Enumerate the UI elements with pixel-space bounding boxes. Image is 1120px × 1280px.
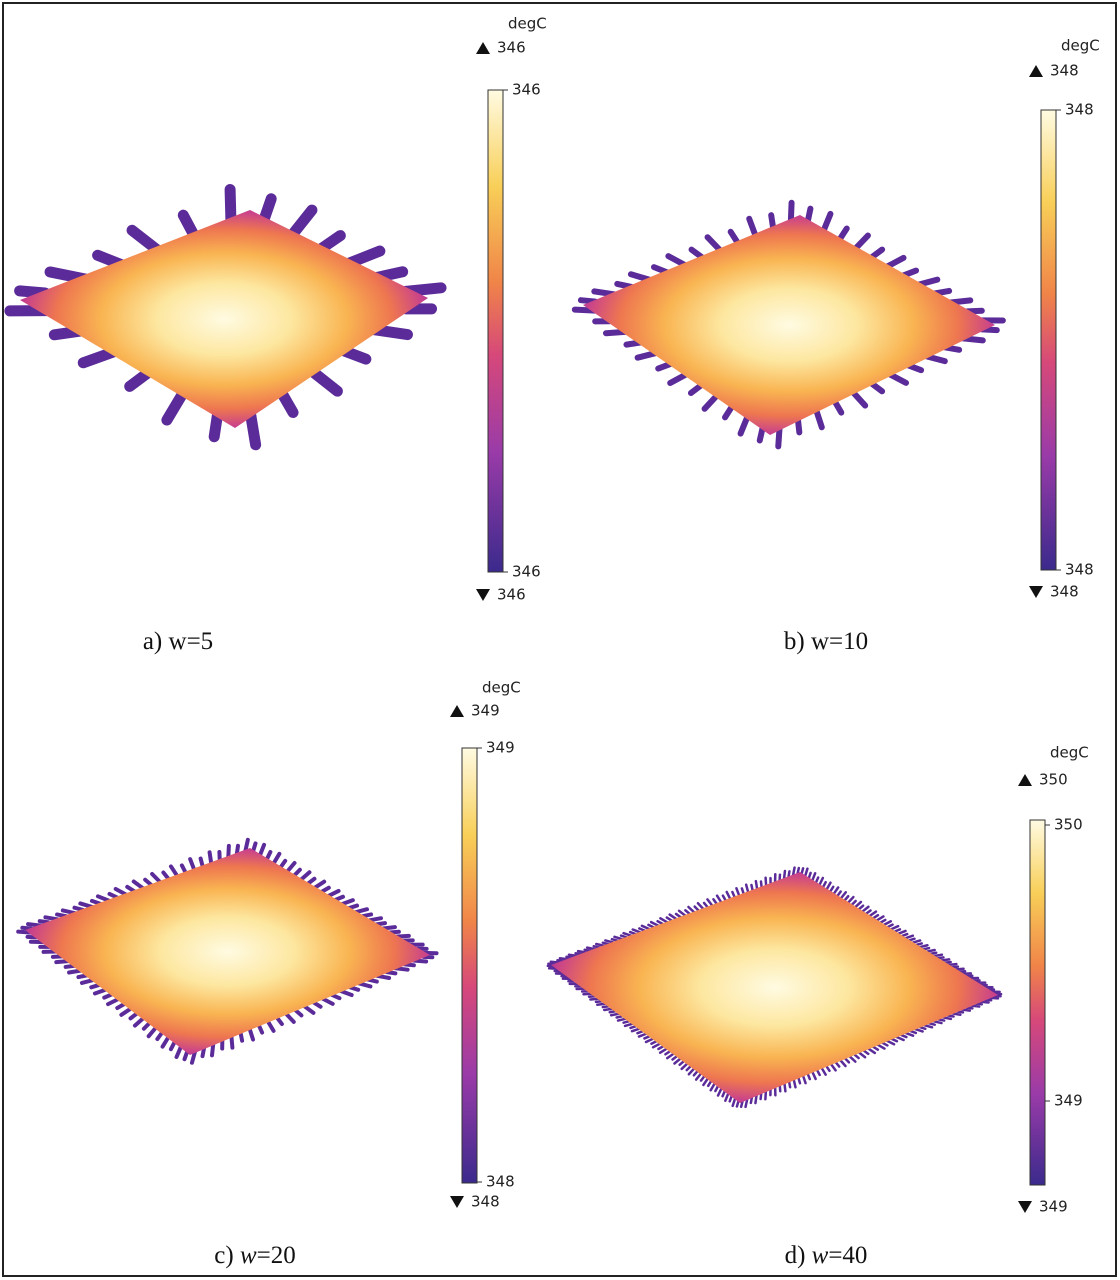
colorbar xyxy=(487,89,504,573)
caption-suffix: =5 xyxy=(187,628,214,655)
panel: degC 350 349 350 349 d) w=40 xyxy=(546,744,1089,1269)
panel: degC 346 346 346 346 a) w=5 xyxy=(4,15,547,655)
caption-prefix: c) xyxy=(214,1242,233,1269)
min-marker: 348 xyxy=(471,1193,500,1211)
min-marker: 346 xyxy=(497,586,526,604)
colorbar-unit: degC xyxy=(482,679,521,697)
colorbar-tick-label: 349 xyxy=(1054,1092,1083,1110)
max-marker: 346 xyxy=(497,39,526,57)
caption-prefix: a) xyxy=(143,628,162,655)
min-marker: 348 xyxy=(1050,583,1079,601)
colorbar xyxy=(1040,109,1057,571)
max-marker: 350 xyxy=(1039,771,1068,789)
caption: d) w=40 xyxy=(785,1242,868,1269)
colorbar-tick-label: 348 xyxy=(1065,101,1094,119)
caption-suffix: =40 xyxy=(828,1242,867,1269)
panel: degC 349 348 349 348 c) w=20 xyxy=(16,679,521,1269)
temperature-plate xyxy=(551,872,998,1103)
caption-variable: w xyxy=(811,628,829,655)
caption: c) w=20 xyxy=(214,1242,295,1269)
caption-prefix: d) xyxy=(785,1242,806,1269)
max-marker-icon xyxy=(450,705,464,717)
min-marker-icon xyxy=(476,589,490,601)
max-marker: 349 xyxy=(471,702,500,720)
colorbar xyxy=(1029,819,1046,1186)
min-marker: 349 xyxy=(1039,1198,1068,1216)
max-marker-icon xyxy=(1018,774,1032,786)
colorbar-tick-label: 346 xyxy=(512,563,541,581)
colorbar-unit: degC xyxy=(508,15,547,33)
caption-suffix: =20 xyxy=(257,1242,296,1269)
min-marker-icon xyxy=(450,1196,464,1208)
temperature-plate xyxy=(20,210,428,428)
min-marker-icon xyxy=(1029,586,1043,598)
temperature-plate xyxy=(25,848,430,1055)
max-marker-icon xyxy=(1029,65,1043,77)
colorbar-unit: degC xyxy=(1061,37,1100,55)
colorbar-tick-label: 348 xyxy=(486,1173,515,1191)
colorbar-unit: degC xyxy=(1050,744,1089,762)
caption: b) w=10 xyxy=(784,628,868,655)
colorbar-tick-label: 350 xyxy=(1054,816,1083,834)
colorbar-tick-label: 349 xyxy=(486,739,515,757)
caption-variable: w xyxy=(169,628,187,655)
panel: degC 348 348 348 348 b) w=10 xyxy=(571,37,1100,655)
colorbar xyxy=(461,747,478,1184)
caption: a) w=5 xyxy=(143,628,213,655)
caption-variable: w xyxy=(812,1242,829,1269)
colorbar-tick-label: 348 xyxy=(1065,561,1094,579)
colorbar-tick-label: 346 xyxy=(512,81,541,99)
max-marker-icon xyxy=(476,42,490,54)
caption-variable: w xyxy=(240,1242,257,1269)
max-marker: 348 xyxy=(1050,62,1079,80)
temperature-plate xyxy=(583,215,995,435)
min-marker-icon xyxy=(1018,1201,1032,1213)
caption-prefix: b) xyxy=(784,628,805,655)
caption-suffix: =10 xyxy=(829,628,868,655)
